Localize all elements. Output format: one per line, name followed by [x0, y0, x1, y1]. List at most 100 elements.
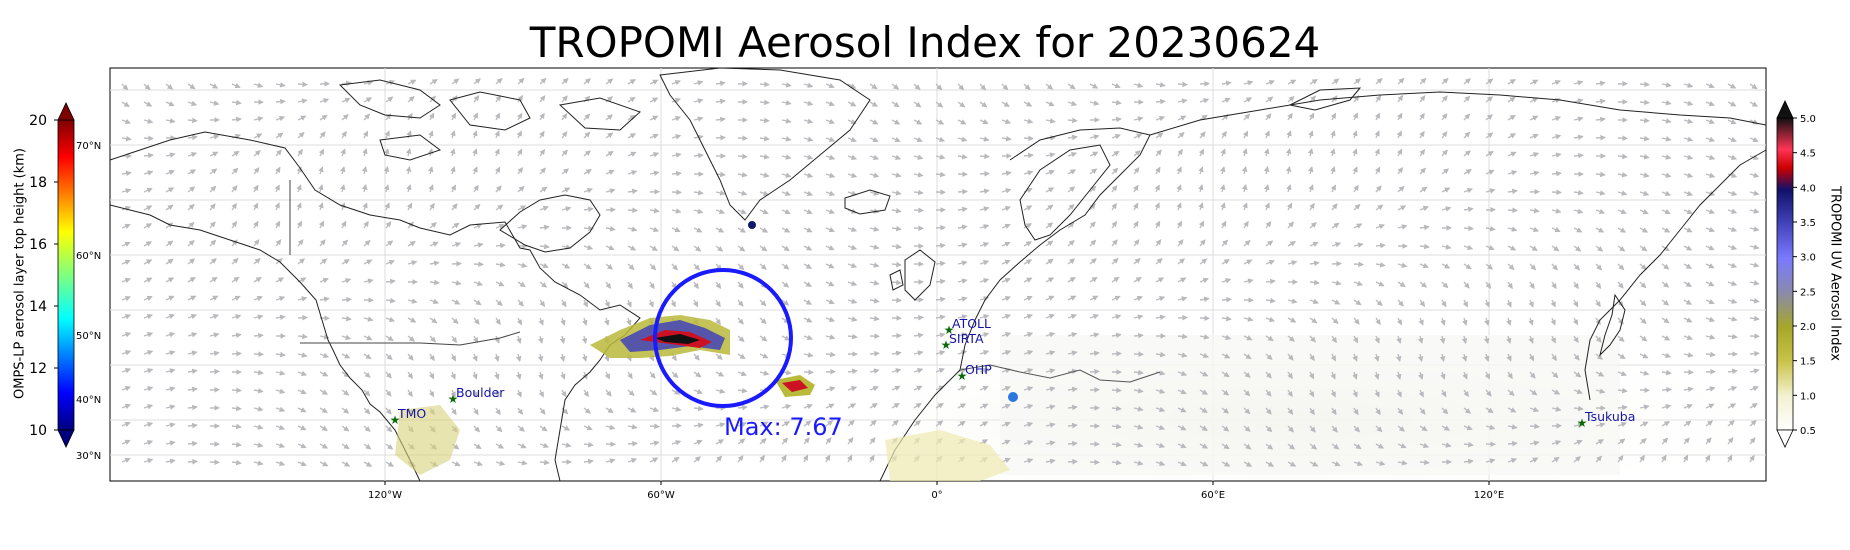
wind-arrow	[1595, 80, 1606, 87]
wind-arrow	[957, 242, 968, 248]
wind-arrow	[1177, 81, 1188, 88]
wind-arrow	[473, 280, 484, 286]
wind-arrow	[781, 154, 792, 160]
wind-arrow	[1419, 186, 1428, 193]
wind-arrow	[913, 207, 924, 214]
wind-arrow	[1133, 82, 1144, 88]
wind-arrow	[539, 112, 545, 121]
wind-arrow	[275, 115, 286, 122]
right-colorbar: 5.0 4.5 4.0 3.5 3.0 2.5 2.0 1.5 1.0 0.5	[1776, 100, 1816, 448]
wind-arrow	[1023, 277, 1033, 283]
wind-arrow	[1133, 276, 1142, 283]
wind-arrow	[428, 130, 434, 139]
wind-arrow	[1111, 167, 1119, 175]
wind-arrow	[583, 187, 593, 194]
wind-arrow	[1419, 130, 1425, 139]
wind-arrow	[1242, 130, 1249, 139]
wind-arrow	[1727, 83, 1737, 89]
wind-arrow	[825, 154, 836, 160]
wind-arrow	[318, 166, 324, 175]
wind-arrow	[781, 281, 790, 288]
wind-arrow	[1419, 95, 1426, 103]
wind-arrow	[1155, 257, 1163, 265]
wind-arrow	[803, 190, 814, 197]
wind-arrow	[759, 209, 769, 215]
wind-arrow	[1551, 79, 1561, 86]
wind-arrow	[165, 240, 174, 247]
wind-arrow	[539, 459, 550, 466]
max-value-label: Max: 7.67	[724, 413, 843, 441]
wind-arrow	[1067, 239, 1075, 247]
wind-arrow	[1749, 83, 1758, 90]
wind-arrow	[319, 258, 328, 265]
wind-arrow	[1111, 257, 1119, 265]
wind-arrow	[297, 258, 306, 265]
left-colorbar-tick-label: 18	[29, 175, 47, 191]
wind-arrow	[847, 190, 858, 196]
wind-arrow	[450, 112, 457, 121]
wind-arrow	[605, 78, 614, 85]
wind-arrow	[1111, 276, 1120, 283]
wind-arrow	[847, 280, 858, 287]
page-title: TROPOMI Aerosol Index for 20230624	[529, 18, 1321, 67]
wind-arrow	[1241, 165, 1248, 175]
wind-arrow	[1176, 220, 1183, 229]
wind-arrow	[253, 184, 259, 193]
wind-arrow	[1639, 190, 1650, 196]
wind-arrow	[715, 227, 725, 233]
wind-arrow	[1243, 220, 1249, 229]
right-colorbar-tick-label: 1.5	[1800, 357, 1816, 368]
wind-arrow	[1595, 116, 1606, 123]
wind-arrow	[1529, 133, 1539, 140]
wind-arrow	[1155, 166, 1161, 175]
wind-arrow	[561, 131, 568, 139]
wind-arrow	[1199, 239, 1206, 247]
wind-arrow	[627, 440, 638, 447]
wind-arrow	[759, 172, 770, 178]
wind-arrow	[1683, 118, 1694, 124]
wind-arrow	[1133, 116, 1144, 122]
wind-arrow	[1264, 202, 1270, 211]
wind-arrow	[605, 188, 616, 194]
wind-arrow	[957, 153, 968, 160]
wind-arrow	[979, 153, 990, 160]
wind-arrow	[296, 220, 303, 229]
wind-arrow	[1023, 205, 1033, 211]
wind-arrow	[274, 184, 280, 193]
wind-arrow	[1727, 262, 1738, 268]
wind-arrow	[605, 132, 614, 139]
wind-arrow	[1352, 112, 1359, 121]
wind-arrow	[781, 227, 791, 233]
wind-arrow	[1396, 148, 1403, 157]
wind-arrow	[319, 239, 326, 247]
wind-arrow	[1352, 166, 1358, 175]
wind-arrow	[561, 281, 569, 289]
wind-arrow	[957, 224, 968, 230]
wind-arrow	[1045, 101, 1055, 107]
wind-arrow	[891, 83, 900, 90]
wind-arrow	[561, 168, 570, 175]
wind-arrow	[1375, 242, 1386, 249]
wind-arrow	[363, 278, 374, 284]
wind-arrow	[405, 147, 412, 157]
wind-arrow	[1639, 227, 1649, 233]
wind-arrow	[187, 83, 196, 90]
wind-arrow	[1089, 221, 1096, 229]
wind-arrow	[1727, 119, 1737, 125]
wind-arrow	[339, 184, 346, 193]
wind-arrow	[649, 423, 660, 430]
wind-arrow	[1198, 220, 1205, 229]
wind-arrow	[1727, 244, 1738, 250]
wind-arrow	[1023, 170, 1034, 176]
wind-arrow	[1617, 153, 1628, 160]
wind-arrow	[627, 245, 637, 251]
wind-arrow	[517, 112, 523, 121]
wind-arrow	[1330, 184, 1337, 193]
wind-arrow	[891, 225, 902, 232]
wind-arrow	[1308, 130, 1314, 139]
wind-arrow	[1749, 101, 1759, 107]
wind-arrow	[121, 188, 132, 194]
wind-arrow	[363, 113, 371, 121]
wind-arrow	[1507, 151, 1517, 157]
